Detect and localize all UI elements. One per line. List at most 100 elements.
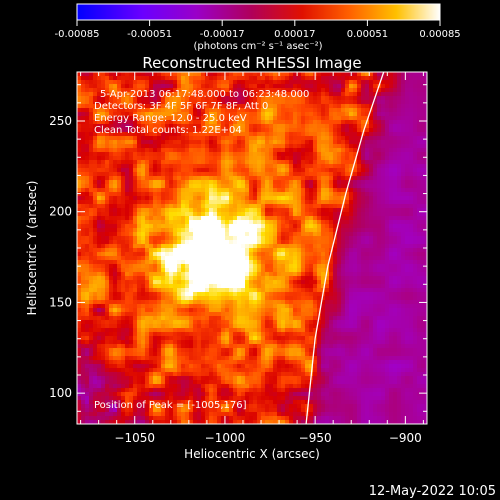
heatmap-cell (333, 108, 338, 113)
heatmap-cell (85, 196, 90, 201)
heatmap-cell (373, 132, 378, 137)
heatmap-cell (125, 140, 130, 145)
heatmap-cell (93, 100, 98, 105)
heatmap-cell (141, 240, 146, 245)
heatmap-cell (285, 224, 290, 229)
heatmap-cell (113, 148, 118, 153)
heatmap-cell (125, 280, 130, 285)
heatmap-cell (121, 216, 126, 221)
heatmap-cell (261, 76, 266, 81)
heatmap-cell (89, 180, 94, 185)
heatmap-cell (229, 168, 234, 173)
heatmap-cell (85, 72, 90, 77)
heatmap-cell (325, 148, 330, 153)
heatmap-cell (101, 296, 106, 301)
heatmap-cell (389, 204, 394, 209)
heatmap-cell (249, 112, 254, 117)
heatmap-cell (85, 120, 90, 125)
heatmap-cell (149, 240, 154, 245)
heatmap-cell (273, 276, 278, 281)
heatmap-cell (177, 232, 182, 237)
heatmap-cell (393, 96, 398, 101)
heatmap-cell (253, 280, 258, 285)
heatmap-cell (105, 128, 110, 133)
heatmap-cell (409, 252, 414, 257)
heatmap-cell (129, 272, 134, 277)
heatmap-cell (425, 188, 427, 193)
heatmap-cell (405, 156, 410, 161)
heatmap-cell (353, 140, 358, 145)
heatmap-cell (353, 256, 358, 261)
heatmap-cell (205, 200, 210, 205)
heatmap-cell (249, 136, 254, 141)
heatmap-cell (237, 264, 242, 269)
heatmap-cell (149, 152, 154, 157)
heatmap-cell (157, 196, 162, 201)
heatmap-cell (353, 84, 358, 89)
heatmap-cell (273, 156, 278, 161)
heatmap-cell (309, 112, 314, 117)
heatmap-cell (293, 132, 298, 137)
heatmap-cell (221, 112, 226, 117)
heatmap-cell (289, 284, 294, 289)
heatmap-cell (77, 288, 82, 293)
heatmap-cell (221, 192, 226, 197)
heatmap-cell (201, 212, 206, 217)
heatmap-cell (145, 168, 150, 173)
heatmap-cell (329, 128, 334, 133)
heatmap-cell (209, 188, 214, 193)
heatmap-cell (329, 168, 334, 173)
heatmap-cell (293, 280, 298, 285)
heatmap-cell (337, 92, 342, 97)
heatmap-cell (353, 72, 358, 77)
heatmap-cell (297, 168, 302, 173)
heatmap-cell (161, 200, 166, 205)
heatmap-cell (369, 128, 374, 133)
heatmap-cell (261, 152, 266, 157)
heatmap-cell (225, 156, 230, 161)
heatmap-cell (421, 148, 426, 153)
heatmap-cell (309, 216, 314, 221)
heatmap-cell (189, 232, 194, 237)
heatmap-cell (113, 160, 118, 165)
heatmap-cell (277, 132, 282, 137)
heatmap-cell (157, 212, 162, 217)
heatmap-cell (105, 204, 110, 209)
heatmap-cell (417, 188, 422, 193)
heatmap-cell (349, 148, 354, 153)
heatmap-cell (417, 292, 422, 297)
heatmap-cell (213, 296, 218, 301)
heatmap-cell (177, 252, 182, 257)
heatmap-cell (425, 164, 427, 169)
heatmap-cell (289, 240, 294, 245)
heatmap-cell (85, 132, 90, 137)
heatmap-cell (377, 92, 382, 97)
heatmap-cell (321, 284, 326, 289)
heatmap-cell (289, 296, 294, 301)
heatmap-cell (169, 128, 174, 133)
heatmap-cell (229, 268, 234, 273)
heatmap-cell (153, 188, 158, 193)
heatmap-cell (89, 260, 94, 265)
heatmap-cell (193, 212, 198, 217)
heatmap-cell (401, 72, 406, 77)
heatmap-cell (417, 136, 422, 141)
heatmap-cell (257, 208, 262, 213)
heatmap-cell (369, 136, 374, 141)
heatmap-cell (241, 160, 246, 165)
heatmap-cell (365, 112, 370, 117)
heatmap-cell (377, 128, 382, 133)
heatmap-cell (109, 144, 114, 149)
heatmap-cell (97, 132, 102, 137)
heatmap-cell (345, 76, 350, 81)
heatmap-cell (157, 280, 162, 285)
heatmap-cell (357, 292, 362, 297)
heatmap-cell (105, 248, 110, 253)
heatmap-cell (409, 128, 414, 133)
heatmap-cell (173, 184, 178, 189)
heatmap-cell (397, 132, 402, 137)
heatmap-cell (389, 264, 394, 269)
heatmap-cell (181, 228, 186, 233)
heatmap-cell (413, 84, 418, 89)
heatmap-cell (221, 292, 226, 297)
